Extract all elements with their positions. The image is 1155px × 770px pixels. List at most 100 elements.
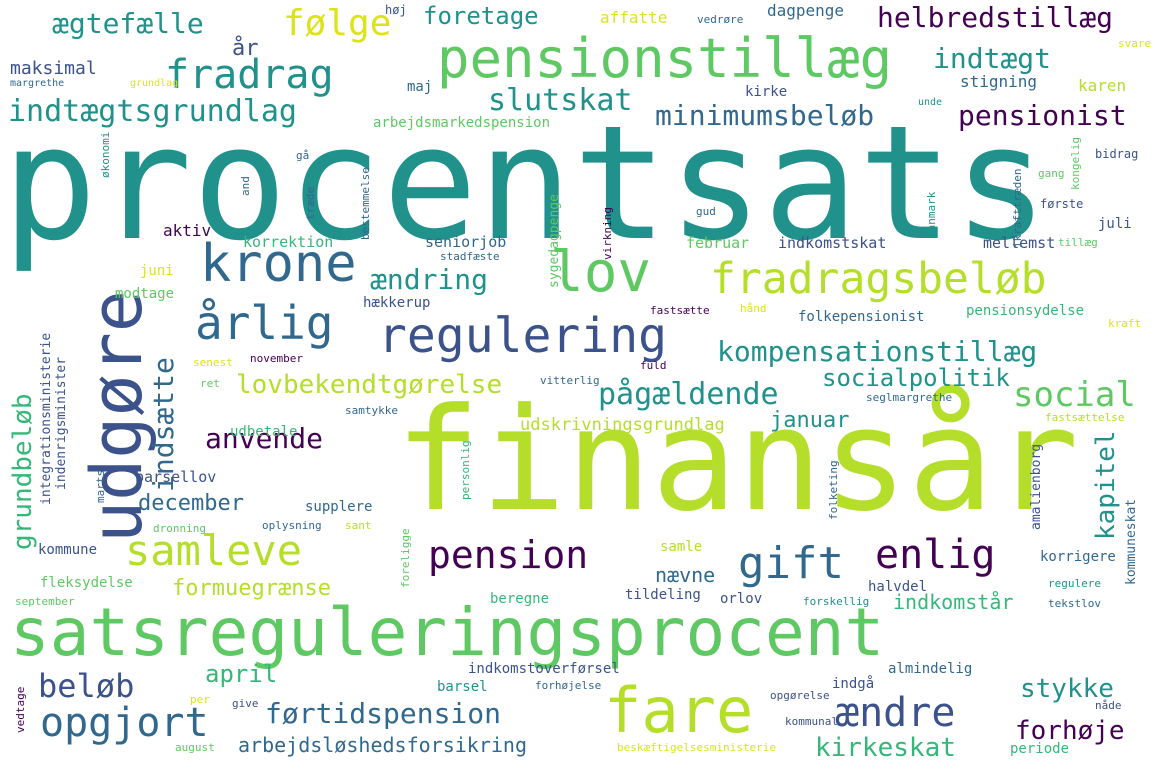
word: ret	[200, 377, 220, 390]
word: regulere	[1048, 577, 1101, 590]
word: halvdel	[868, 579, 928, 595]
word: tildeling	[625, 587, 701, 603]
word: udbetale	[230, 424, 298, 440]
word: kirkeskat	[815, 733, 956, 763]
word: fuld	[640, 359, 667, 372]
word: februar	[686, 234, 750, 252]
word: grundlag	[130, 78, 179, 89]
word: forhøjelse	[535, 679, 602, 692]
word: ikrafttræden	[1011, 168, 1024, 248]
word: opgørelse	[770, 689, 830, 702]
word: førtidspension	[265, 697, 502, 730]
word: gå	[296, 149, 310, 162]
word: pågældende	[598, 377, 779, 412]
word: senest	[193, 356, 233, 369]
word: sant	[345, 519, 372, 532]
word: per	[190, 693, 210, 706]
word: ægtefælle	[52, 7, 204, 40]
word: indtægt	[933, 42, 1052, 75]
word: vitterlig	[540, 374, 600, 387]
word: fradragsbeløb	[710, 254, 1047, 304]
word: kirke	[745, 84, 788, 100]
word: hånd	[740, 302, 767, 315]
word: formuegrænse	[172, 576, 331, 601]
word: beregne	[490, 591, 550, 607]
word: aktiv	[163, 221, 212, 240]
word: forskellig	[803, 595, 870, 608]
word: supplere	[305, 499, 373, 515]
word: følge	[283, 3, 392, 44]
word: orlov	[720, 591, 763, 607]
word: opgjort	[40, 700, 209, 746]
word: økonomi	[99, 131, 112, 178]
word: første	[1040, 197, 1084, 211]
word: affatte	[600, 8, 668, 27]
word: bestemmelse	[359, 167, 372, 240]
word: november	[250, 352, 303, 365]
word: indgå	[832, 676, 875, 692]
word: indkomstoverførsel	[468, 661, 620, 677]
word: foretage	[423, 2, 539, 30]
word: korrigere	[1040, 549, 1116, 565]
word: år	[232, 36, 259, 61]
word: beløb	[38, 667, 135, 705]
word: pension	[428, 533, 589, 577]
word: barsellov	[135, 468, 217, 486]
word: gift	[738, 538, 844, 589]
word: periode	[1010, 741, 1070, 757]
word: modtage	[115, 286, 175, 302]
word: anvende	[205, 422, 324, 455]
word: december	[138, 491, 244, 516]
word: juli	[1098, 216, 1132, 232]
word: indenrigsminister	[54, 356, 69, 490]
word: folketing	[827, 460, 840, 520]
word: fradrag	[165, 52, 334, 98]
word: slutskat	[488, 83, 633, 118]
word: samleve	[125, 526, 303, 575]
word: dronning	[153, 522, 206, 535]
word: vedtage	[14, 686, 27, 733]
word: kommuneskat	[1124, 498, 1139, 585]
word: ændring	[370, 263, 489, 296]
word: pensionstillæg	[437, 27, 893, 90]
word: foreligge	[399, 528, 412, 588]
word: arbejdsmarkedspension	[373, 115, 551, 131]
word: kraft	[1108, 317, 1142, 330]
word: maj	[407, 79, 433, 95]
word: høj	[385, 3, 407, 17]
word: dagpenge	[767, 1, 845, 20]
word: marts	[94, 469, 107, 503]
word: minimumsbeløb	[655, 99, 875, 132]
word: mellemst	[983, 234, 1056, 252]
word: fare	[604, 674, 754, 747]
word: margrethe	[10, 78, 65, 89]
word: ændre	[835, 690, 956, 736]
word: finansår	[395, 378, 1079, 543]
word: årlig	[195, 296, 334, 350]
word: virkning	[601, 207, 614, 260]
word: danmark	[925, 191, 938, 238]
word: kommune	[38, 542, 98, 558]
word: pensionist	[958, 99, 1127, 132]
word: regulering	[378, 308, 667, 364]
word: procentsats	[2, 92, 1049, 276]
word: vedrøre	[697, 13, 744, 26]
word: lov	[550, 240, 652, 305]
word: give	[232, 697, 259, 710]
word: hækkerup	[363, 295, 431, 311]
word: satsreguleringsprocent	[10, 594, 885, 671]
word: juni	[140, 263, 174, 279]
word: gang	[1038, 167, 1065, 180]
word: fastsættelse	[1045, 411, 1125, 424]
word: forhøje	[1015, 716, 1125, 746]
word: kompensationstillæg	[717, 335, 1038, 368]
word: personlig	[459, 440, 472, 500]
word: barsel	[437, 679, 488, 695]
word: krone	[200, 234, 357, 294]
word: gud	[696, 205, 716, 218]
word: samle	[660, 539, 703, 555]
word: fleksydelse	[40, 575, 133, 591]
word: korrektion	[243, 233, 334, 251]
word: samtykke	[345, 404, 398, 417]
